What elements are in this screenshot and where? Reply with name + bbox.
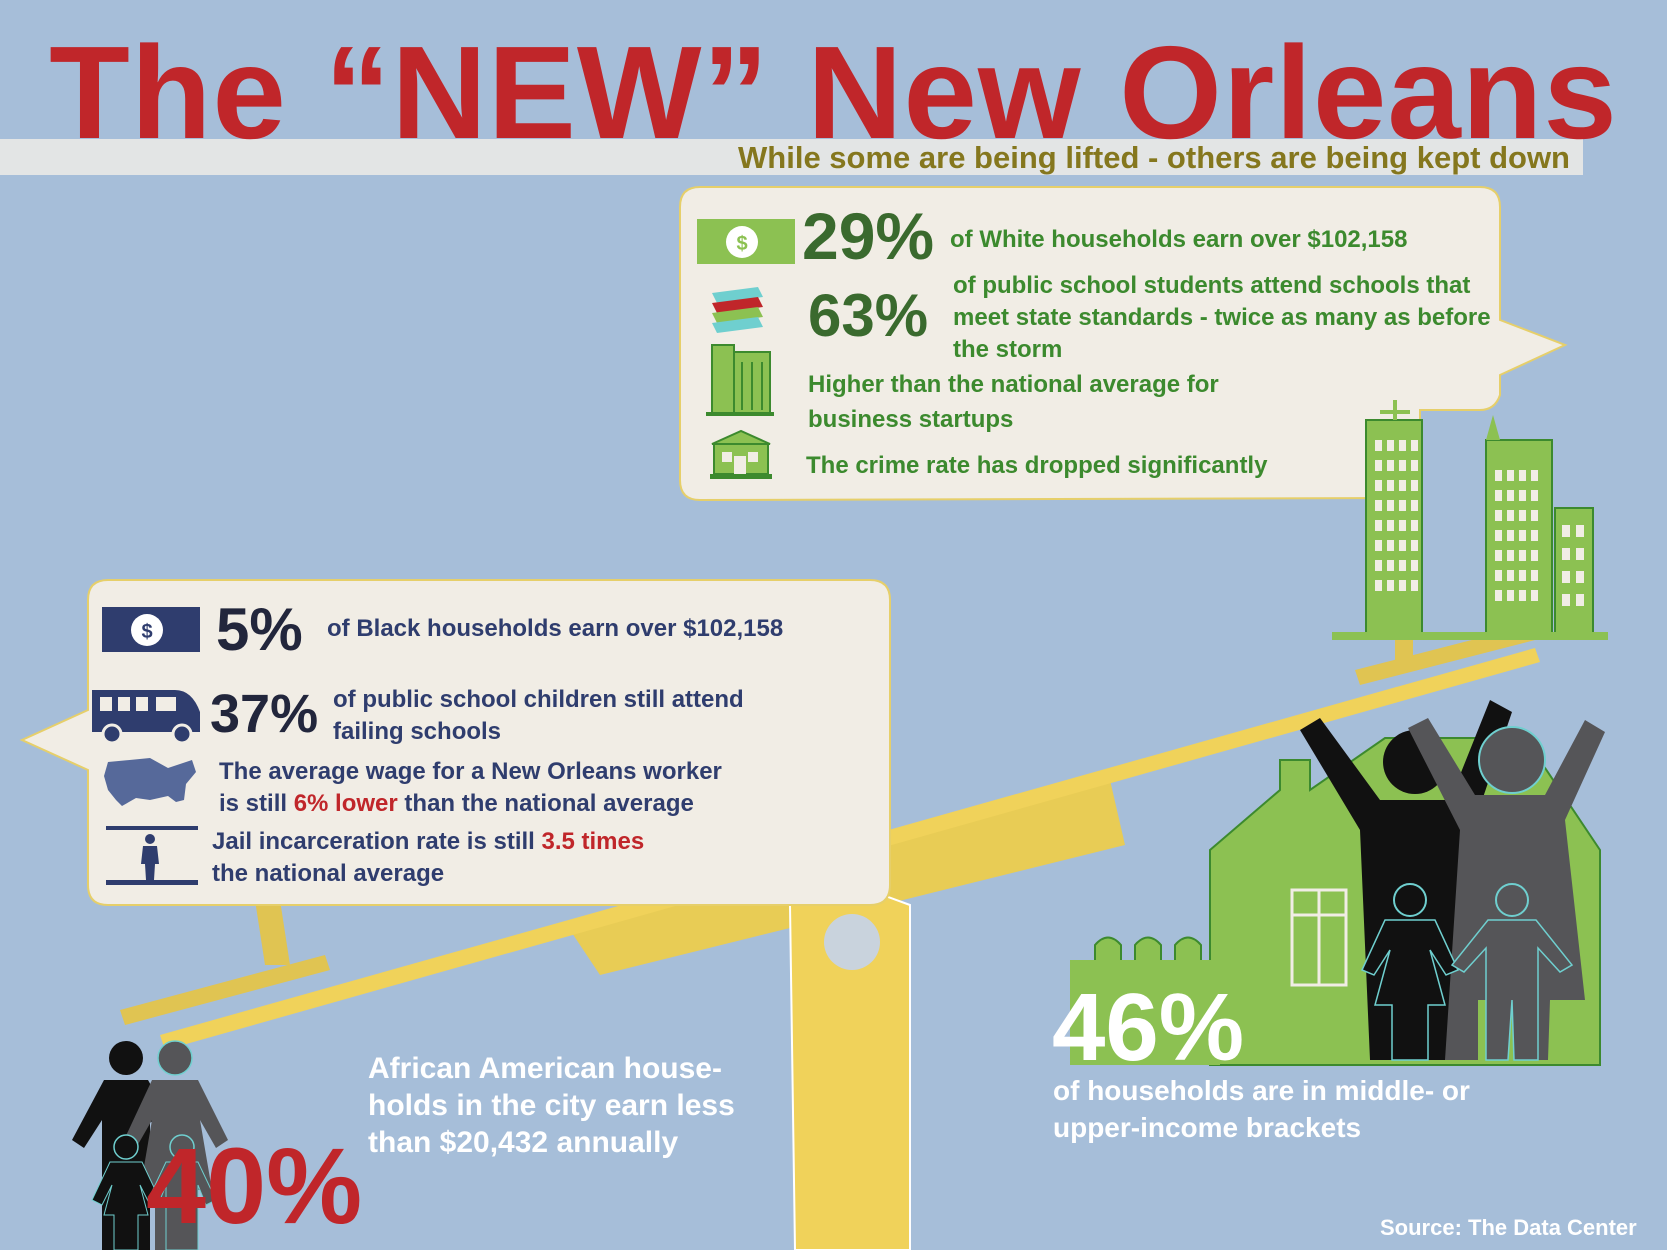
svg-text:$: $	[736, 233, 747, 255]
stat-low-income-line1: African American house-	[368, 1052, 722, 1085]
books-icon	[712, 287, 763, 333]
source-credit: Source: The Data Center	[1380, 1215, 1637, 1240]
stat-white-income-text: of White households earn over $102,158	[950, 226, 1408, 253]
family-raised-arms-illustration	[1300, 700, 1605, 1061]
city-buildings-illustration	[1332, 400, 1608, 640]
subtitle-band	[0, 139, 1583, 175]
stat-average-wage-line1: The average wage for a New Orleans worke…	[219, 758, 722, 785]
stat-failing-schools-value: 37%	[210, 684, 319, 744]
stat-black-income-value: 5%	[216, 596, 303, 663]
top-panel-bubble	[679, 186, 1568, 502]
stat-incarceration-highlight: 3.5 times	[541, 828, 645, 855]
stat-average-wage-highlight: 6% lower	[293, 790, 398, 817]
stat-low-income-value: 40%	[146, 1125, 363, 1246]
page-title: The “NEW” New Orleans	[49, 19, 1618, 166]
family-bottom-left-illustration	[72, 1040, 228, 1250]
stat-average-wage-line2: is still 6% lower than the national aver…	[219, 788, 722, 820]
stat-business-startups-line2: business startups	[808, 406, 1014, 433]
stat-school-standards-text: of public school students attend schools…	[953, 270, 1491, 366]
page-subtitle: While some are being lifted - others are…	[738, 140, 1570, 175]
stat-school-standards-line3: the storm	[953, 336, 1063, 363]
stat-school-standards-line1: of public school students attend schools…	[953, 272, 1471, 299]
stat-school-standards-value: 63%	[808, 282, 929, 349]
stat-low-income-text: African American house- holds in the cit…	[368, 1050, 735, 1161]
stat-crime-rate-text: The crime rate has dropped significantly	[806, 452, 1268, 479]
stat-incarceration-text: Jail incarceration rate is still 3.5 tim…	[212, 826, 644, 890]
office-building-icon	[706, 344, 774, 416]
money-icon-green: $	[697, 219, 795, 264]
stat-low-income-line3: than $20,432 annually	[368, 1126, 679, 1159]
stat-school-standards-line2: meet state standards - twice as many as …	[953, 304, 1491, 331]
svg-text:$: $	[141, 621, 152, 643]
stat-business-startups-text: Higher than the national average for bus…	[808, 367, 1219, 437]
stat-average-wage-text: The average wage for a New Orleans worke…	[219, 756, 722, 820]
stat-average-wage-post: than the national average	[397, 790, 694, 817]
stat-middle-income-line1: of households are in middle- or	[1053, 1075, 1470, 1106]
stat-low-income-line2: holds in the city earn less	[368, 1089, 735, 1122]
stat-failing-schools-line2: failing schools	[333, 718, 502, 745]
stat-business-startups-line1: Higher than the national average for	[808, 371, 1219, 398]
stat-incarceration-line1: Jail incarceration rate is still 3.5 tim…	[212, 826, 644, 858]
stat-incarceration-line2: the national average	[212, 860, 445, 887]
school-bus-icon	[92, 690, 200, 745]
stat-middle-income-text: of households are in middle- or upper-in…	[1053, 1072, 1470, 1146]
police-station-icon	[710, 429, 772, 479]
stat-black-income-text: of Black households earn over $102,158	[327, 615, 784, 642]
stat-middle-income-value: 46%	[1052, 974, 1245, 1081]
usa-map-icon	[104, 758, 196, 806]
stat-average-wage-pre: is still	[219, 790, 294, 817]
bottom-panel-bubble	[19, 579, 891, 906]
stat-middle-income-line2: upper-income brackets	[1053, 1112, 1362, 1143]
money-icon-navy: $	[102, 607, 200, 652]
stat-white-income-value: 29%	[802, 199, 935, 273]
stat-failing-schools-text: of public school children still attend f…	[333, 684, 744, 748]
prisoner-icon	[106, 826, 198, 885]
stat-failing-schools-line1: of public school children still attend	[333, 686, 744, 713]
stat-incarceration-pre: Jail incarceration rate is still	[212, 828, 542, 855]
